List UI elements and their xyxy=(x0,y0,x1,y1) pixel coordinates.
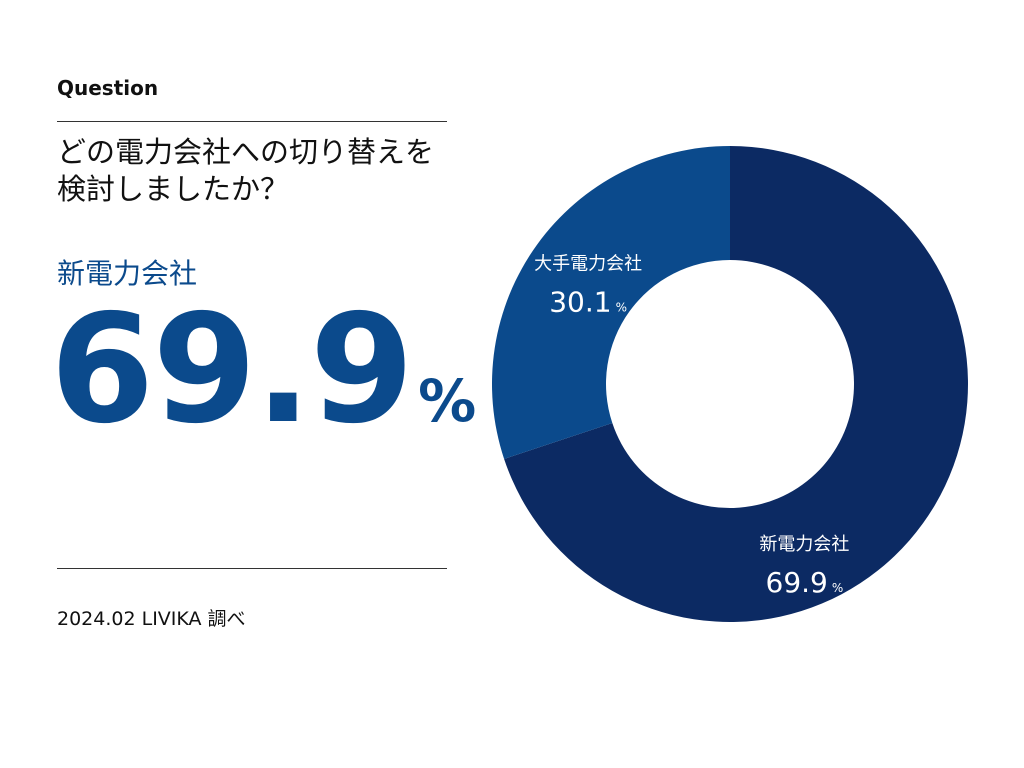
donut-chart: 新電力会社 69.9 % 大手電力会社 30.1% xyxy=(491,146,968,622)
donut-slice-1 xyxy=(491,146,730,459)
donut-slice-0 xyxy=(504,146,968,622)
question-label: Question xyxy=(57,76,159,100)
source-note: 2024.02 LIVIKA 調べ xyxy=(57,608,246,630)
question-line-1: どの電力会社への切り替えを xyxy=(57,135,435,169)
top-divider xyxy=(57,121,447,122)
slice-name-label-0: 新電力会社 xyxy=(759,534,849,555)
bottom-divider xyxy=(57,568,447,569)
donut-slices xyxy=(491,146,968,622)
donut-labels: 新電力会社 69.9 % 大手電力会社 30.1% xyxy=(534,254,849,600)
highlight-label: 新電力会社 xyxy=(57,257,198,290)
slice-name-label-1: 大手電力会社 xyxy=(534,254,642,275)
highlight-unit: % xyxy=(418,367,477,435)
question-text: どの電力会社への切り替えを 検討しましたか？ xyxy=(57,134,457,208)
slice-value-label-1: 30.1% xyxy=(549,286,627,319)
highlight-number: 69.9 xyxy=(50,283,414,457)
question-line-2: 検討しましたか？ xyxy=(57,172,290,206)
slice-value-label-0: 69.9% xyxy=(766,566,844,599)
highlight-value: 69.9% xyxy=(50,290,476,450)
